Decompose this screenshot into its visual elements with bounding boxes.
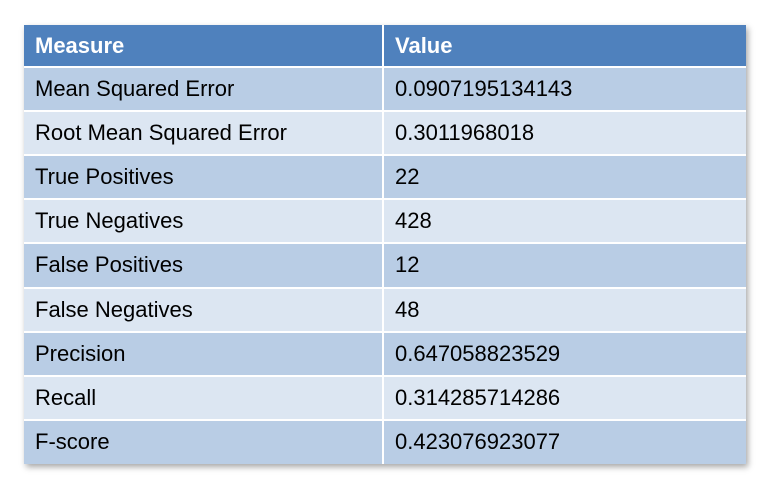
table-body: Mean Squared Error 0.0907195134143 Root … bbox=[24, 67, 746, 464]
table-row: Precision 0.647058823529 bbox=[24, 331, 746, 377]
table-row: True Negatives 428 bbox=[24, 199, 746, 245]
table-row: True Positives 22 bbox=[24, 155, 746, 201]
value-cell: 0.0907195134143 bbox=[382, 67, 746, 113]
value-cell: 22 bbox=[382, 155, 746, 201]
value-cell: 0.647058823529 bbox=[382, 331, 746, 377]
metrics-table: Measure Value Mean Squared Error 0.09071… bbox=[24, 25, 746, 464]
measure-cell: True Negatives bbox=[24, 199, 383, 245]
measure-cell: F-score bbox=[24, 419, 383, 464]
value-cell: 0.3011968018 bbox=[382, 111, 746, 157]
table-row: False Positives 12 bbox=[24, 243, 746, 289]
table-row: Root Mean Squared Error 0.3011968018 bbox=[24, 111, 746, 157]
measure-cell: Precision bbox=[24, 331, 383, 377]
table-row: False Negatives 48 bbox=[24, 287, 746, 333]
table-row: Recall 0.314285714286 bbox=[24, 375, 746, 421]
measure-cell: Root Mean Squared Error bbox=[24, 111, 383, 157]
measure-cell: Mean Squared Error bbox=[24, 67, 383, 113]
metrics-table-container: Measure Value Mean Squared Error 0.09071… bbox=[24, 25, 746, 464]
measure-cell: True Positives bbox=[24, 155, 383, 201]
value-cell: 0.314285714286 bbox=[382, 375, 746, 421]
header-value: Value bbox=[382, 25, 746, 68]
header-measure: Measure bbox=[24, 25, 383, 68]
header-row: Measure Value bbox=[24, 25, 746, 68]
value-cell: 0.423076923077 bbox=[382, 419, 746, 464]
table-row: Mean Squared Error 0.0907195134143 bbox=[24, 67, 746, 113]
measure-cell: False Positives bbox=[24, 243, 383, 289]
value-cell: 12 bbox=[382, 243, 746, 289]
measure-cell: Recall bbox=[24, 375, 383, 421]
value-cell: 48 bbox=[382, 287, 746, 333]
table-row: F-score 0.423076923077 bbox=[24, 419, 746, 464]
measure-cell: False Negatives bbox=[24, 287, 383, 333]
table-header: Measure Value bbox=[24, 25, 746, 68]
value-cell: 428 bbox=[382, 199, 746, 245]
